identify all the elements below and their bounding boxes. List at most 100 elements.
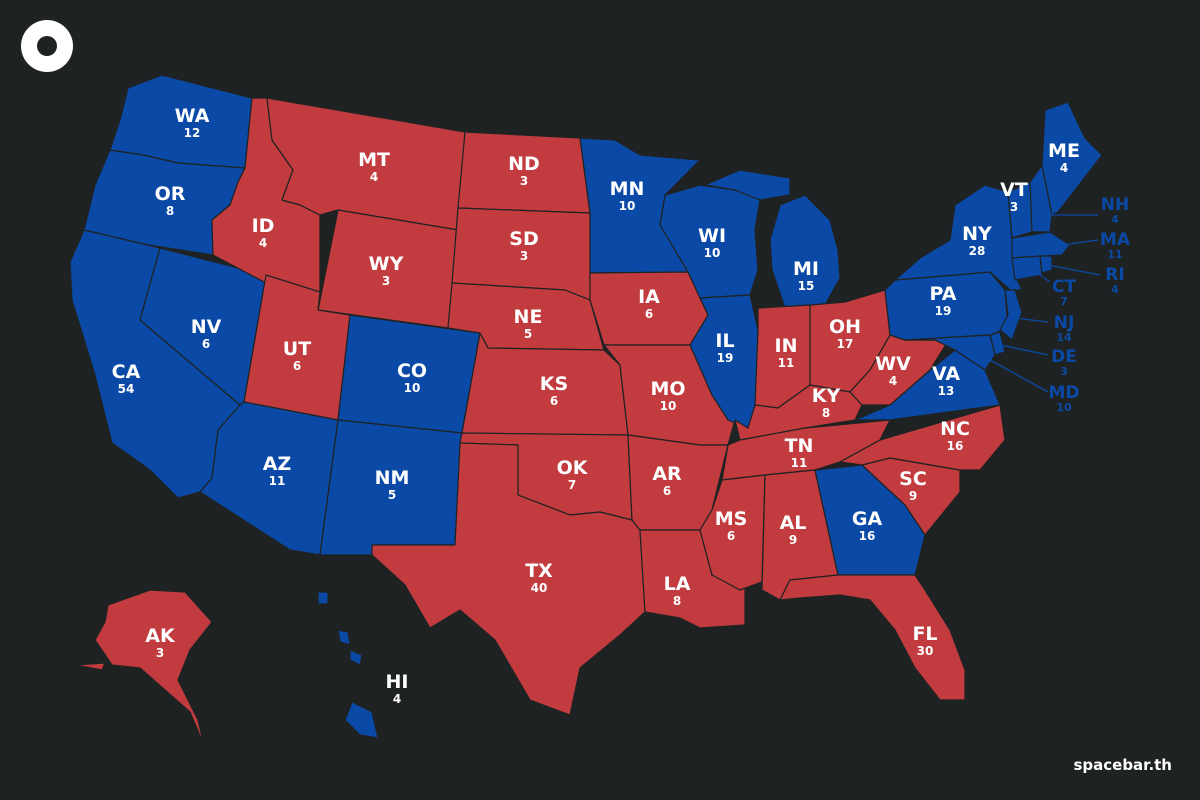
state-label-va: VA <box>932 363 960 385</box>
callout-votes-ma: 11 <box>1107 248 1122 261</box>
state-label-mn: MN <box>610 178 645 200</box>
state-label-wa: WA <box>175 105 210 127</box>
callout-votes-nj: 14 <box>1056 331 1072 344</box>
state-label-wy: WY <box>369 253 404 275</box>
state-nj[interactable] <box>999 289 1023 341</box>
leader-line-nj <box>1014 317 1049 323</box>
state-label-la: LA <box>664 573 691 595</box>
state-nc[interactable] <box>839 404 1006 471</box>
state-votes-nc: 16 <box>947 439 964 453</box>
callout-label-ct: CT <box>1052 277 1076 297</box>
state-votes-wa: 12 <box>184 126 201 140</box>
state-votes-ca: 54 <box>118 382 135 396</box>
leader-line-ma <box>1061 239 1099 246</box>
state-votes-me: 4 <box>1060 161 1068 175</box>
state-votes-sd: 3 <box>520 249 528 263</box>
state-label-nd: ND <box>508 153 540 175</box>
state-votes-ar: 6 <box>663 484 671 498</box>
state-ri[interactable] <box>1039 255 1053 274</box>
state-label-hi: HI <box>386 671 409 693</box>
state-votes-id: 4 <box>259 236 267 250</box>
state-votes-al: 9 <box>789 533 797 547</box>
brand-name: spacebar.th <box>1073 756 1172 774</box>
state-label-ia: IA <box>638 286 660 308</box>
state-hi[interactable] <box>317 591 379 739</box>
callout-votes-md: 10 <box>1056 401 1072 414</box>
state-votes-il: 19 <box>717 351 734 365</box>
callout-votes-ri: 4 <box>1111 283 1119 296</box>
state-votes-mt: 4 <box>370 170 378 184</box>
state-label-in: IN <box>775 335 798 357</box>
state-votes-va: 13 <box>938 384 955 398</box>
state-label-ga: GA <box>852 508 883 530</box>
state-ct[interactable] <box>1011 255 1043 281</box>
state-md[interactable] <box>904 334 996 371</box>
state-fl[interactable] <box>779 574 966 701</box>
state-ak[interactable] <box>74 589 213 746</box>
state-label-il: IL <box>715 330 734 352</box>
state-votes-ne: 5 <box>524 327 532 341</box>
state-votes-sc: 9 <box>909 489 917 503</box>
leader-line-de <box>999 344 1049 356</box>
leader-line-ri <box>1047 264 1101 276</box>
state-nh[interactable] <box>1029 164 1053 233</box>
state-votes-ak: 3 <box>156 646 164 660</box>
state-label-sd: SD <box>509 228 538 250</box>
state-label-tn: TN <box>785 435 814 457</box>
state-label-nv: NV <box>191 316 222 338</box>
state-votes-wi: 10 <box>704 246 721 260</box>
state-label-ky: KY <box>812 385 841 407</box>
state-votes-ok: 7 <box>568 478 576 492</box>
state-votes-nv: 6 <box>202 337 210 351</box>
callout-votes-ct: 7 <box>1060 295 1068 308</box>
state-label-nm: NM <box>375 467 410 489</box>
state-label-ne: NE <box>514 306 543 328</box>
state-mi[interactable] <box>704 169 841 309</box>
leader-line-ct <box>1029 267 1051 283</box>
leader-line-md <box>989 359 1049 393</box>
state-votes-tn: 11 <box>791 456 808 470</box>
state-votes-mo: 10 <box>660 399 677 413</box>
state-label-sc: SC <box>899 468 927 490</box>
state-votes-wv: 4 <box>889 374 897 388</box>
state-tn[interactable] <box>721 419 891 481</box>
state-label-me: ME <box>1048 140 1080 162</box>
state-ma[interactable] <box>1011 231 1071 259</box>
state-votes-la: 8 <box>673 594 681 608</box>
state-votes-vt: 3 <box>1010 200 1018 214</box>
state-votes-mi: 15 <box>798 279 815 293</box>
state-label-az: AZ <box>263 453 291 475</box>
state-votes-ga: 16 <box>859 529 876 543</box>
state-votes-wy: 3 <box>382 274 390 288</box>
state-votes-hi: 4 <box>393 692 401 706</box>
state-votes-or: 8 <box>166 204 174 218</box>
state-label-or: OR <box>155 183 186 205</box>
state-label-vt: VT <box>1000 179 1028 201</box>
state-label-nc: NC <box>940 418 970 440</box>
state-label-mi: MI <box>793 258 819 280</box>
brand-logo-icon <box>21 20 73 72</box>
state-votes-nd: 3 <box>520 174 528 188</box>
state-me[interactable] <box>1041 101 1103 216</box>
state-votes-az: 11 <box>269 474 286 488</box>
state-label-pa: PA <box>930 283 957 305</box>
callout-votes-nh: 4 <box>1111 213 1119 226</box>
state-label-ar: AR <box>652 463 682 485</box>
state-votes-oh: 17 <box>837 337 854 351</box>
state-label-mo: MO <box>650 378 685 400</box>
state-votes-in: 11 <box>778 356 795 370</box>
state-votes-mn: 10 <box>619 199 636 213</box>
state-votes-ut: 6 <box>293 359 301 373</box>
state-label-tx: TX <box>525 560 553 582</box>
state-votes-fl: 30 <box>917 644 934 658</box>
callout-label-md: MD <box>1048 383 1079 403</box>
callout-label-nj: NJ <box>1054 313 1075 333</box>
state-label-fl: FL <box>912 623 937 645</box>
state-tx[interactable] <box>371 442 646 716</box>
callout-label-ma: MA <box>1100 230 1131 250</box>
state-label-id: ID <box>252 215 275 237</box>
state-label-al: AL <box>780 512 807 534</box>
callout-label-ri: RI <box>1105 265 1124 285</box>
